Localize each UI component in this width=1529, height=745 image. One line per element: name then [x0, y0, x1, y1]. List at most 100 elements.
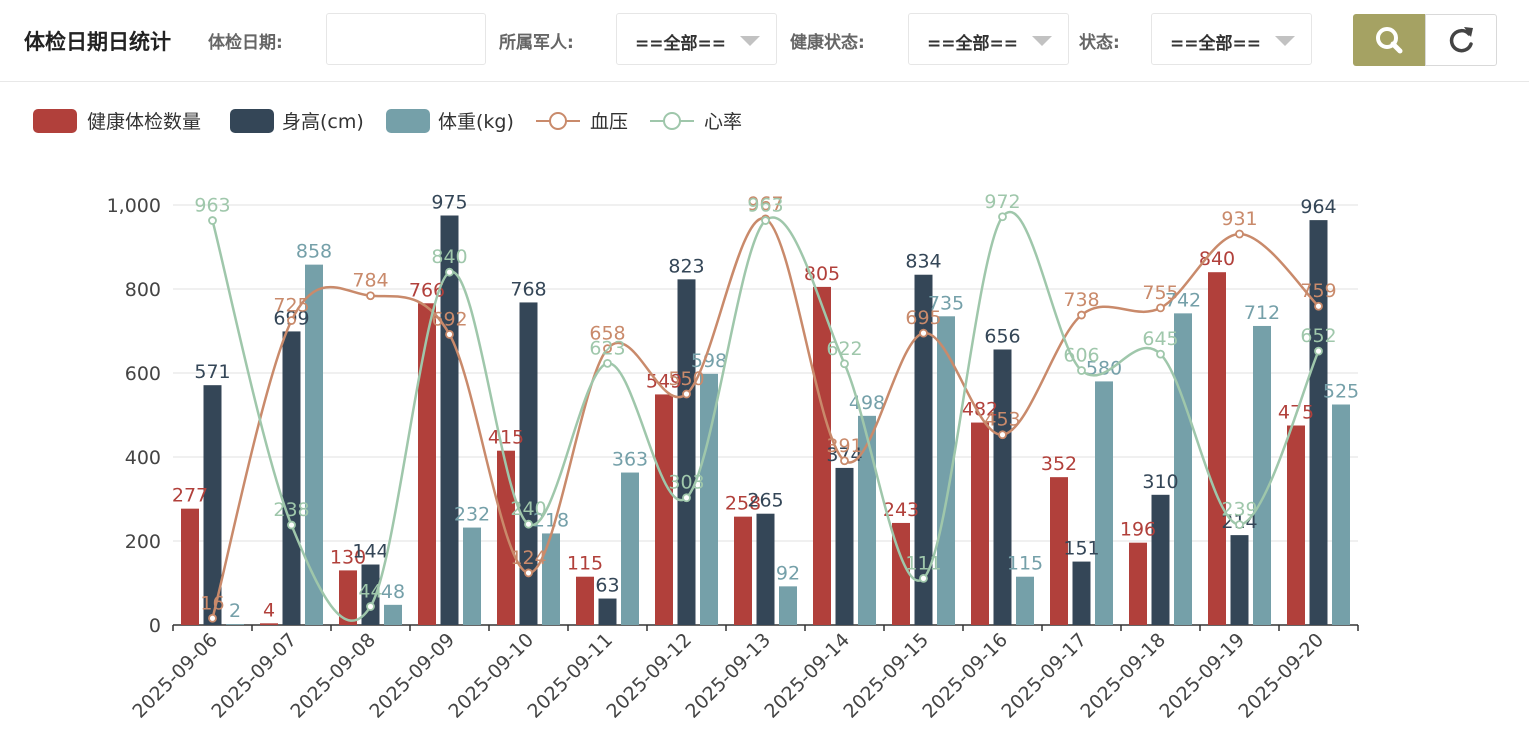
- bar: [542, 533, 560, 625]
- bar: [621, 472, 639, 625]
- bar: [1050, 477, 1068, 625]
- bar-value-label: 712: [1244, 302, 1280, 324]
- bar: [1309, 220, 1328, 625]
- bar: [971, 422, 989, 625]
- bar-value-label: 840: [1199, 248, 1235, 270]
- bar-value-label: 352: [1041, 453, 1077, 475]
- bar: [813, 286, 831, 625]
- bar-value-label: 310: [1142, 471, 1178, 493]
- legend-swatch-weight: [386, 109, 430, 133]
- bar-value-label: 196: [1120, 519, 1156, 541]
- soldier-select[interactable]: ==全部==: [616, 13, 777, 65]
- line-point: [1314, 346, 1323, 356]
- legend-line-heart-rate: [650, 112, 694, 130]
- health-filter-label: 健康状态:: [790, 33, 865, 53]
- bar-value-label: 525: [1323, 381, 1359, 403]
- bar: [756, 513, 775, 625]
- bar-value-label: 482: [962, 399, 998, 421]
- line-value-label: 652: [1300, 325, 1336, 347]
- line-point: [287, 316, 296, 325]
- line-value-label: 738: [1063, 289, 1099, 311]
- bar: [1095, 381, 1113, 625]
- line-value-label: 963: [194, 195, 230, 217]
- line-point: [445, 267, 454, 277]
- legend-label: 健康体检数量: [87, 111, 202, 133]
- line-point: [524, 519, 533, 529]
- bar: [779, 586, 797, 625]
- line-value-label: 725: [273, 295, 309, 317]
- bar-value-label: 823: [668, 255, 704, 277]
- bar: [418, 303, 436, 625]
- bar: [1072, 561, 1091, 625]
- bar-value-label: 2: [229, 600, 241, 622]
- line-point: [208, 216, 217, 225]
- legend-line-blood-pressure: [536, 112, 580, 130]
- page-title: 体检日期日统计: [24, 30, 171, 54]
- y-tick-label: 400: [125, 447, 161, 469]
- line-value-label: 453: [984, 409, 1020, 431]
- soldier-filter-label: 所属军人:: [499, 33, 574, 53]
- bar: [914, 274, 933, 625]
- bar-value-label: 742: [1165, 289, 1201, 311]
- legend-label: 身高(cm): [282, 111, 364, 133]
- line-point: [603, 358, 612, 368]
- bar-value-label: 232: [454, 504, 490, 526]
- y-tick-label: 800: [125, 279, 161, 301]
- series-line: [211, 217, 1320, 619]
- line-point: [1156, 303, 1165, 313]
- bar-value-label: 151: [1063, 538, 1099, 560]
- bar-value-label: 975: [431, 192, 467, 214]
- line-point: [919, 328, 928, 338]
- line-point: [445, 329, 454, 339]
- date-input[interactable]: [326, 13, 486, 65]
- line-point: [208, 613, 217, 623]
- bar-value-label: 858: [296, 241, 332, 263]
- line-value-label: 972: [984, 191, 1020, 213]
- health-select[interactable]: ==全部==: [908, 13, 1069, 65]
- bar-value-label: 130: [330, 546, 366, 568]
- line-point: [1235, 520, 1244, 530]
- bar: [181, 508, 199, 625]
- bar-value-label: 277: [172, 485, 208, 507]
- line-value-label: 16: [200, 592, 224, 614]
- bar: [384, 604, 402, 625]
- bar-value-label: 498: [849, 392, 885, 414]
- combo-chart: 02004006008001,0002025-09-062025-09-0720…: [107, 191, 1360, 723]
- bar: [993, 349, 1012, 625]
- line-value-label: 124: [510, 547, 546, 569]
- chevron-down-icon: [1032, 36, 1052, 46]
- bar-value-label: 63: [595, 575, 619, 597]
- bar: [440, 215, 459, 625]
- line-point: [840, 359, 849, 369]
- line-value-label: 759: [1300, 280, 1336, 302]
- bar: [1174, 313, 1192, 625]
- bar-value-label: 415: [488, 427, 524, 449]
- bar-value-label: 243: [883, 499, 919, 521]
- status-select[interactable]: ==全部==: [1151, 13, 1312, 65]
- bar-value-label: 768: [510, 278, 546, 300]
- bar-value-label: 571: [194, 361, 230, 383]
- search-button[interactable]: [1353, 14, 1425, 66]
- line-point: [998, 212, 1007, 222]
- line-value-label: 303: [668, 472, 704, 494]
- y-tick-label: 0: [149, 615, 161, 637]
- line-value-label: 658: [589, 323, 625, 345]
- x-tick-label: 2025-09-20: [1234, 629, 1328, 723]
- refresh-button[interactable]: [1425, 14, 1497, 66]
- bar: [226, 624, 244, 625]
- y-tick-label: 1,000: [107, 195, 161, 217]
- line-value-label: 550: [668, 368, 704, 390]
- line-value-label: 695: [905, 307, 941, 329]
- line-point: [761, 216, 770, 225]
- bar-value-label: 48: [381, 581, 405, 603]
- y-tick-label: 600: [125, 363, 161, 385]
- bar: [203, 385, 222, 625]
- search-icon: [1376, 27, 1403, 54]
- bar-value-label: 265: [747, 490, 783, 512]
- bar-value-label: 656: [984, 325, 1020, 347]
- chevron-down-icon: [1275, 36, 1295, 46]
- line-value-label: 606: [1063, 344, 1099, 366]
- line-value-label: 963: [747, 195, 783, 217]
- filter-bar: 体检日期日统计 体检日期: 所属军人: ==全部== 健康状态: ==全部== …: [0, 0, 1529, 82]
- bar-value-label: 115: [1007, 553, 1043, 575]
